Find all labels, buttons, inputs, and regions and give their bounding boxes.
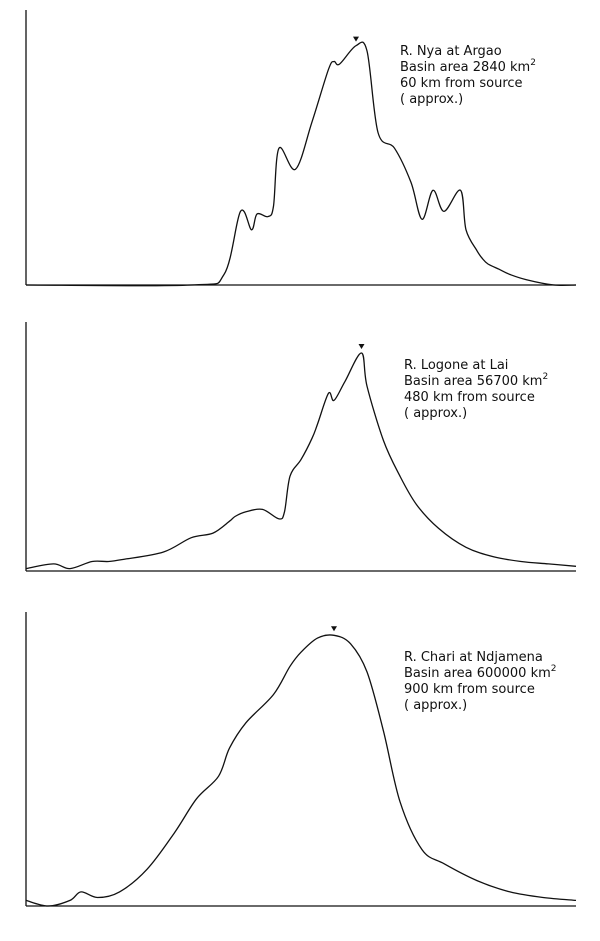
chart-1-peak-marker-icon [353, 36, 359, 42]
chart-3-basin-area: 600000 [476, 666, 527, 681]
chart-2-approx: ( approx.) [404, 406, 468, 421]
chart-3-distance: 900 km from source [404, 682, 535, 697]
chart-3-unit: km [530, 666, 551, 681]
chart-1-basin-area: 2840 [472, 60, 506, 75]
chart-1-distance: 60 km from source [400, 76, 523, 91]
chart-1-river: R. Nya at Argao [400, 44, 502, 59]
chart-3-river: R. Chari at Ndjamena [404, 650, 543, 665]
chart-1-unit-exp: 2 [530, 58, 536, 68]
chart-2-hydrograph-line [25, 352, 577, 570]
chart-2-unit: km [522, 374, 543, 389]
chart-1-basin-prefix: Basin area [400, 60, 469, 75]
chart-3-annotation: R. Chari at Ndjamena Basin area 600000 k… [404, 650, 557, 714]
chart-3-unit-exp: 2 [550, 664, 557, 674]
chart-1-unit: km [510, 60, 531, 75]
chart-2-river: R. Logone at Lai [404, 358, 509, 373]
chart-3-approx: ( approx.) [404, 698, 468, 713]
chart-3-peak-marker-icon [331, 626, 337, 632]
chart-2-distance: 480 km from source [404, 390, 535, 405]
chart-3-hydrograph-line [25, 634, 577, 907]
chart-1-annotation: R. Nya at Argao Basin area 2840 km2 60 k… [400, 44, 536, 108]
chart-2-annotation: R. Logone at Lai Basin area 56700 km2 48… [404, 358, 548, 422]
chart-2-basin-prefix: Basin area [404, 374, 473, 389]
chart-1-hydrograph-line [25, 41, 577, 287]
chart-2-peak-marker-icon [358, 343, 365, 349]
chart-2-unit-exp: 2 [542, 372, 549, 382]
chart-2-basin-area: 56700 [476, 374, 519, 389]
chart-1-approx: ( approx.) [400, 92, 464, 107]
chart-3-basin-prefix: Basin area [404, 666, 473, 681]
